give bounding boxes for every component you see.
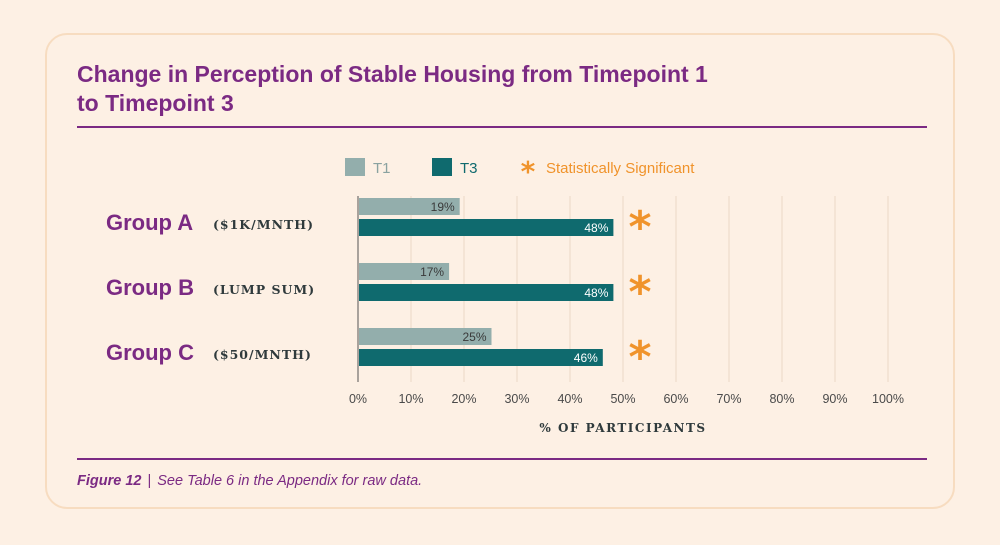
legend-label-t1: T1	[373, 160, 391, 177]
x-tick-label: 50%	[610, 392, 635, 406]
title-divider	[77, 126, 927, 128]
bar-value-label: 19%	[431, 200, 455, 214]
chart-title: Change in Perception of Stable Housing f…	[77, 60, 927, 118]
category-label: Group C	[106, 340, 194, 365]
chart-title-line-2: to Timepoint 3	[77, 90, 234, 116]
bar-value-label: 46%	[574, 351, 598, 365]
legend-label-significant: Statistically Significant	[546, 160, 695, 177]
x-tick-label: 30%	[504, 392, 529, 406]
bar-t1	[359, 263, 450, 280]
figure-card	[45, 33, 955, 509]
x-tick-label: 100%	[872, 392, 904, 406]
caption-label: Figure 12	[77, 473, 142, 489]
category-sublabel: ($1K/MNTH)	[213, 217, 314, 232]
bar-t3	[359, 219, 614, 236]
category-label: Group B	[106, 275, 194, 300]
bar-value-label: 25%	[462, 330, 486, 344]
category-sublabel: (LUMP SUM)	[213, 282, 315, 297]
legend-label-t3: T3	[460, 160, 478, 177]
x-tick-label: 10%	[398, 392, 423, 406]
bar-t1	[359, 198, 460, 215]
legend-star-icon: *	[521, 155, 536, 188]
x-tick-label: 80%	[769, 392, 794, 406]
x-tick-label: 40%	[557, 392, 582, 406]
bar-t1	[359, 328, 492, 345]
bar-t3	[359, 284, 614, 301]
significance-star-icon: *	[628, 202, 651, 253]
chart-title-line-1: Change in Perception of Stable Housing f…	[77, 61, 708, 87]
x-tick-label: 60%	[663, 392, 688, 406]
category-label: Group A	[106, 210, 193, 235]
category-sublabel: ($50/MNTH)	[213, 347, 312, 362]
caption-text: See Table 6 in the Appendix for raw data…	[157, 473, 423, 489]
x-tick-label: 20%	[451, 392, 476, 406]
x-tick-label: 0%	[349, 392, 367, 406]
bar-value-label: 17%	[420, 265, 444, 279]
bar-t3	[359, 349, 603, 366]
significance-star-icon: *	[628, 332, 651, 383]
caption-divider	[77, 458, 927, 460]
figure-caption: Figure 12 | See Table 6 in the Appendix fo…	[77, 473, 422, 489]
bar-value-label: 48%	[584, 286, 608, 300]
x-axis-label: % OF PARTICIPANTS	[539, 421, 706, 435]
bar-value-label: 48%	[584, 221, 608, 235]
x-tick-label: 90%	[822, 392, 847, 406]
legend-swatch-t3	[432, 158, 452, 176]
significance-star-icon: *	[628, 267, 651, 318]
legend-swatch-t1	[345, 158, 365, 176]
x-tick-label: 70%	[716, 392, 741, 406]
caption-separator: |	[147, 473, 152, 489]
